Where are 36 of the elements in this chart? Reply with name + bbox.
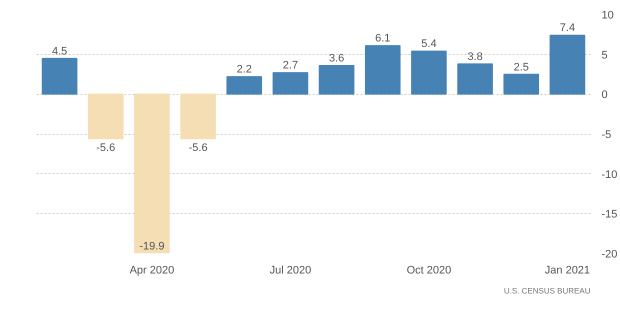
data-label: 4.5 bbox=[52, 45, 68, 58]
y-tick-label: 5 bbox=[602, 49, 608, 62]
data-label: 3.6 bbox=[328, 52, 344, 64]
data-label: 5.4 bbox=[421, 38, 437, 50]
data-label: 2.5 bbox=[514, 61, 529, 74]
data-label: 3.8 bbox=[467, 50, 483, 63]
bar bbox=[503, 74, 540, 95]
bar bbox=[364, 45, 401, 95]
y-tick-label: -15 bbox=[602, 208, 618, 221]
text: U.S. CENSUS BUREAU bbox=[504, 286, 591, 296]
data-label: 7.4 bbox=[560, 22, 576, 34]
x-tick-label: Jul 2020 bbox=[270, 264, 312, 276]
bar bbox=[411, 50, 447, 95]
bar bbox=[272, 72, 308, 95]
data-label: -5.6 bbox=[188, 142, 208, 154]
y-tick-label: 0 bbox=[602, 89, 608, 102]
y-tick-label: 10 bbox=[602, 10, 614, 22]
bar bbox=[550, 34, 586, 95]
y-tick-label: -20 bbox=[602, 248, 618, 260]
y-tick-label: -10 bbox=[602, 168, 618, 181]
y-tick-label: -5 bbox=[602, 129, 612, 141]
bar bbox=[318, 64, 354, 95]
bar bbox=[226, 76, 262, 95]
bar bbox=[88, 94, 124, 140]
x-tick-label: Oct 2020 bbox=[406, 264, 452, 276]
bar bbox=[134, 94, 170, 254]
data-label: -19.9 bbox=[139, 240, 164, 253]
data-label: -5.6 bbox=[96, 142, 116, 154]
data-label: 2.2 bbox=[236, 64, 252, 76]
x-tick-label: Jan 2021 bbox=[544, 264, 590, 276]
x-tick-label: Apr 2020 bbox=[130, 264, 174, 276]
bar bbox=[42, 58, 78, 95]
data-label: 6.1 bbox=[375, 32, 390, 45]
bar bbox=[180, 94, 216, 140]
data-label: 2.7 bbox=[282, 60, 298, 72]
bar bbox=[457, 63, 493, 95]
